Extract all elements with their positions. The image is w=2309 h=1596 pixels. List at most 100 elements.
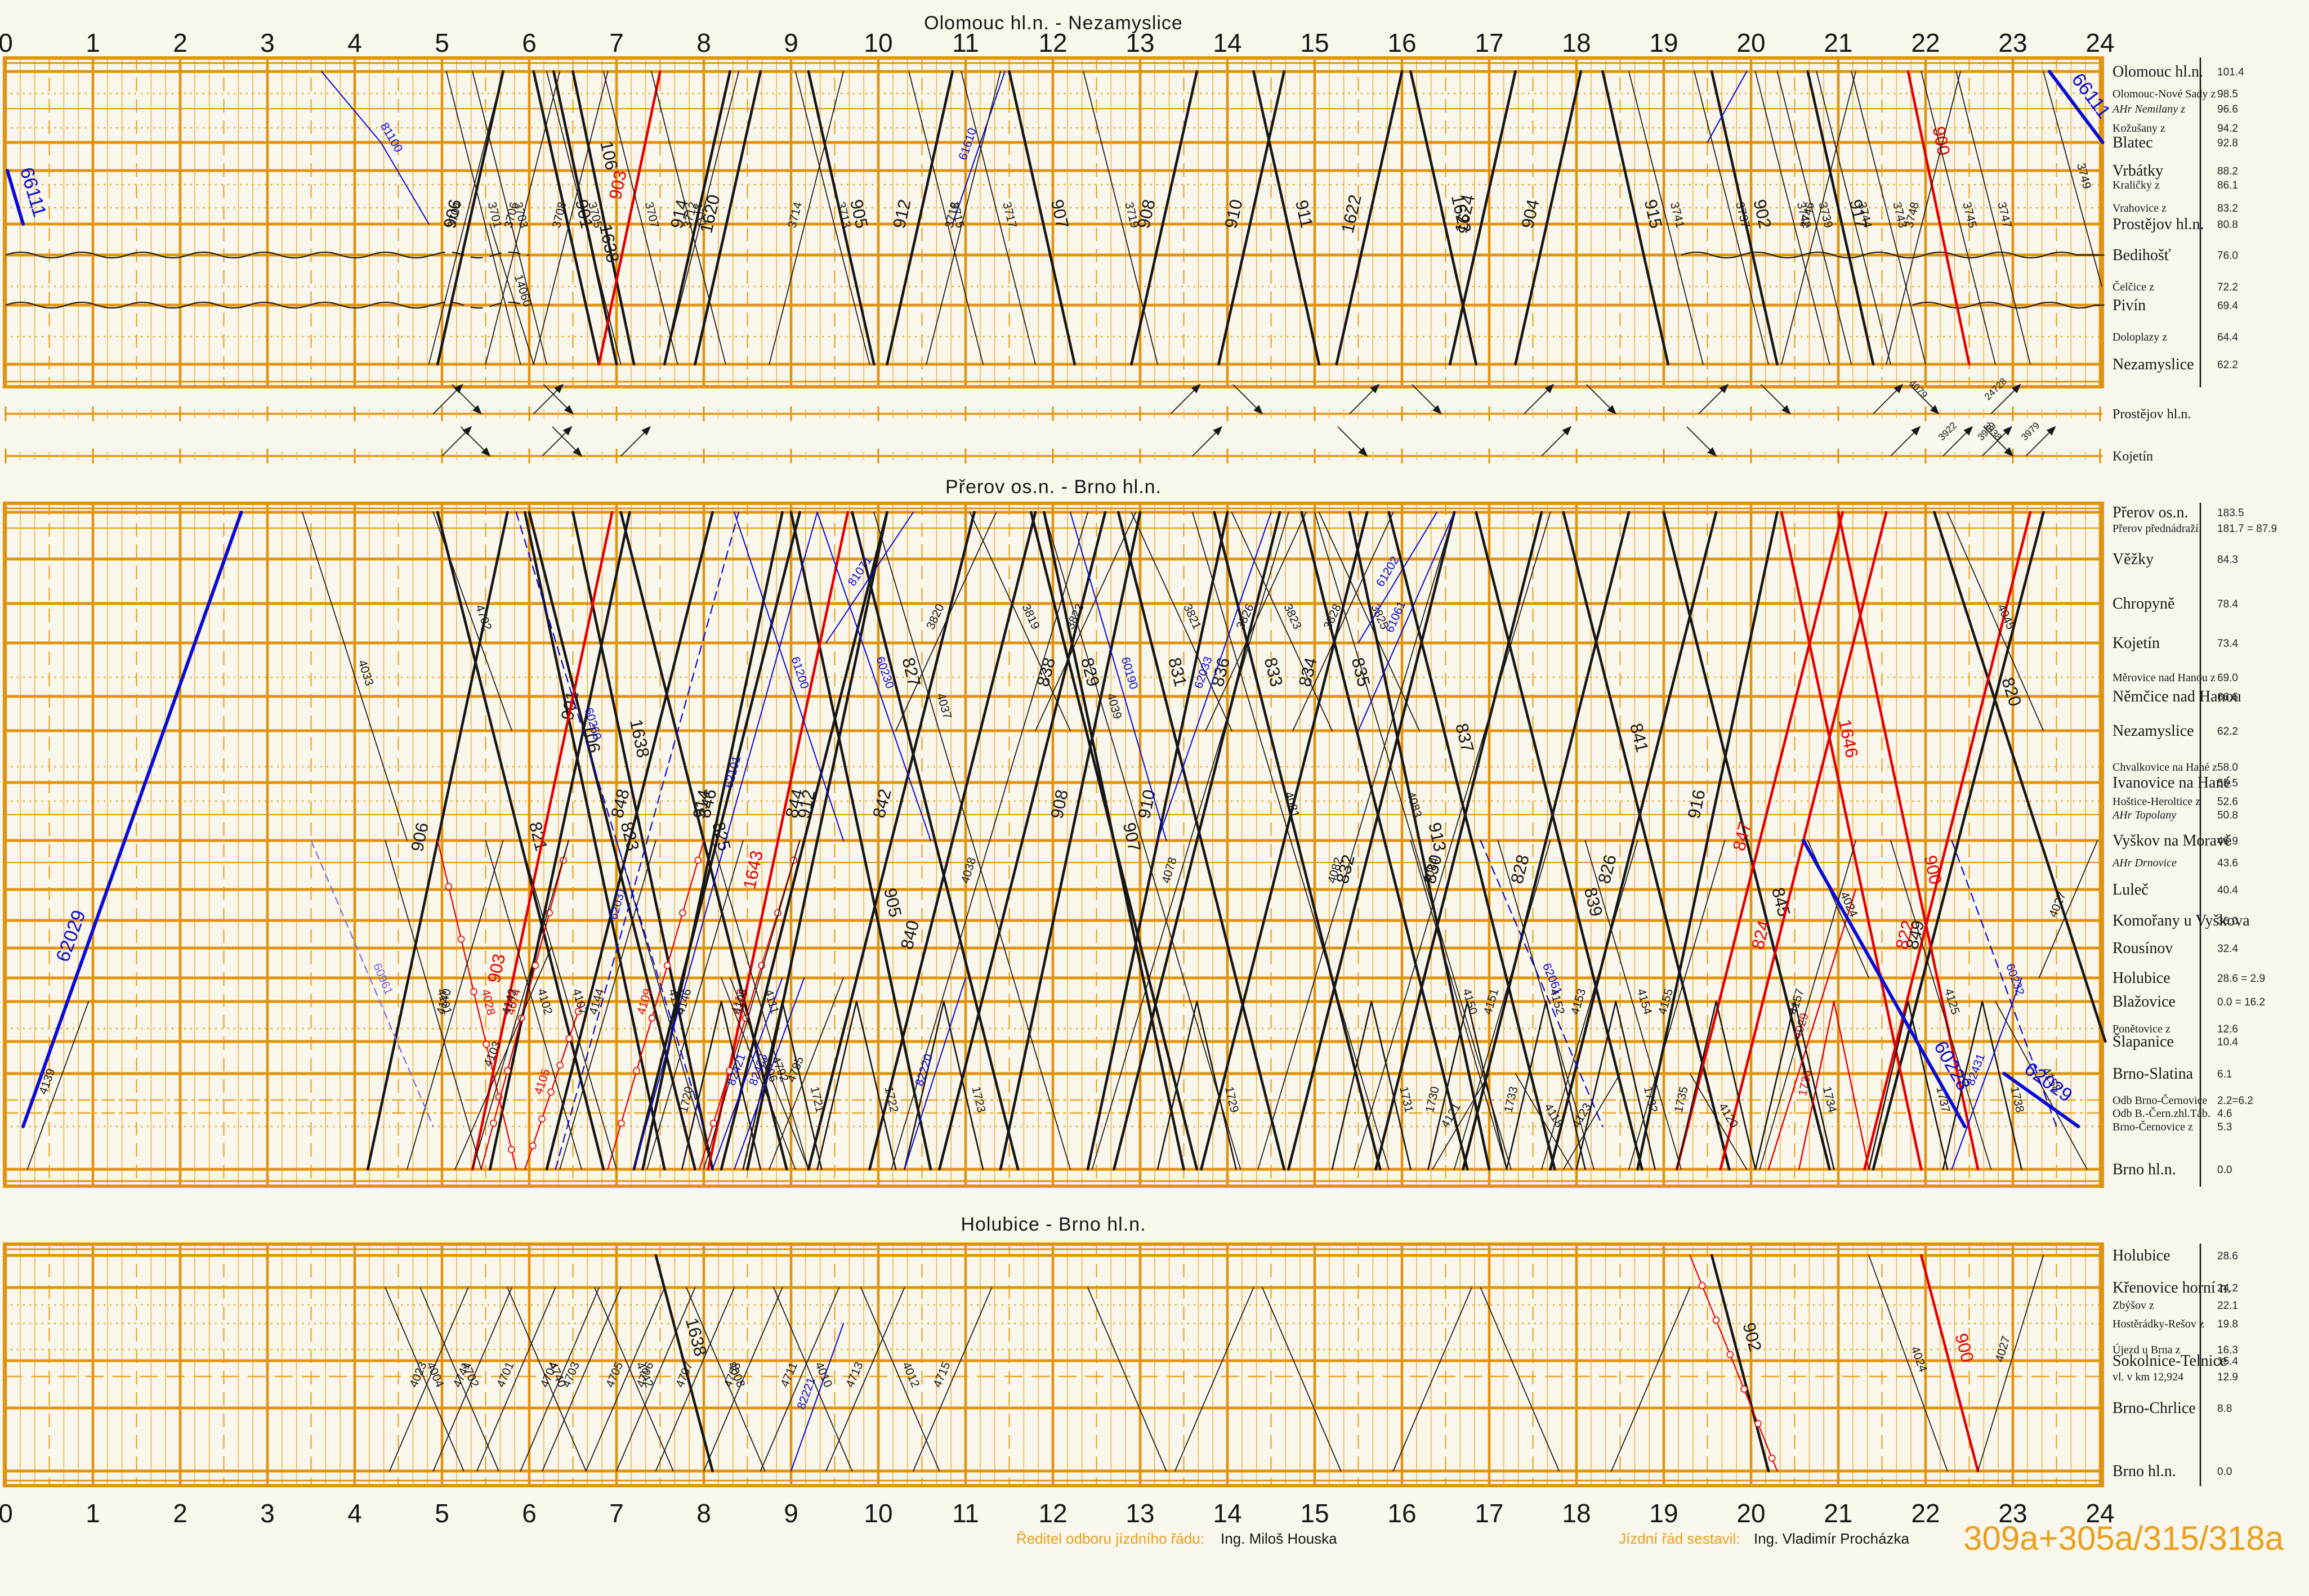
footer-compiler-name: Ing. Vladimír Procházka bbox=[1754, 1530, 1910, 1547]
train-path-3743 bbox=[1851, 71, 1926, 365]
shunt-train bbox=[542, 426, 573, 457]
shunt-train-number: 3922 bbox=[1936, 420, 1959, 442]
train-path-1722 bbox=[816, 1000, 897, 1170]
train-path bbox=[1087, 1287, 1167, 1472]
hour-label-bottom: 12 bbox=[1038, 1499, 1067, 1528]
train-path-1646 bbox=[1780, 511, 1923, 1171]
train-path-1736 bbox=[1798, 1000, 1870, 1170]
request-stop-circle bbox=[1768, 1454, 1776, 1462]
hour-label-top: 15 bbox=[1300, 28, 1329, 57]
train-path-3703 bbox=[472, 71, 547, 365]
train-path-82431 bbox=[1951, 977, 2022, 1170]
hour-label-bottom: 9 bbox=[784, 1499, 798, 1528]
shunt-train bbox=[1761, 384, 1791, 415]
hour-label-top: 4 bbox=[347, 28, 362, 57]
station-label: Měrovice nad Hanou z bbox=[2113, 672, 2216, 684]
station-label: Chropyně bbox=[2113, 595, 2174, 613]
train-path-4701 bbox=[476, 1287, 556, 1472]
train-path-4125 bbox=[1890, 840, 1992, 1170]
train-path-905 bbox=[789, 511, 932, 1171]
train-path-908 bbox=[999, 511, 1142, 1171]
station-label: Kraličky z bbox=[2113, 179, 2160, 191]
station-label: Nezamyslice bbox=[2113, 722, 2194, 740]
train-number-1723: 1723 bbox=[970, 1085, 988, 1114]
km-label: 46.9 bbox=[2217, 835, 2238, 847]
shunt-train bbox=[1192, 426, 1223, 457]
train-path-61061 bbox=[1357, 512, 1455, 731]
train-path-849 bbox=[1872, 511, 2045, 1171]
train-path-3739 bbox=[1776, 71, 1852, 365]
km-label: 69.4 bbox=[2217, 300, 2238, 312]
request-stop-circle bbox=[457, 935, 465, 943]
station-label: Doloplazy z bbox=[2113, 331, 2167, 343]
station-label: Kojetín bbox=[2113, 634, 2160, 652]
station-label: Ivanovice na Hané bbox=[2113, 774, 2231, 792]
hour-label-bottom: 22 bbox=[1911, 1499, 1940, 1528]
train-number-841: 841 bbox=[1626, 721, 1653, 754]
train-path-4108 bbox=[703, 840, 801, 1170]
train-path-3717 bbox=[961, 71, 1036, 365]
train-path-4146 bbox=[646, 840, 744, 1170]
train-number-1720: 1720 bbox=[677, 1085, 696, 1114]
single-line-label: Kojetín bbox=[2113, 449, 2153, 464]
train-path-4008 bbox=[686, 1287, 766, 1472]
hour-label-top: 8 bbox=[696, 28, 711, 57]
train-number-60190: 60190 bbox=[1119, 655, 1140, 691]
station-label: Blažovice bbox=[2113, 993, 2176, 1011]
train-path-4155 bbox=[1628, 840, 1726, 1170]
km-label: 12.9 bbox=[2217, 1371, 2238, 1383]
train-path-3704 bbox=[428, 71, 504, 365]
train-path-901 bbox=[488, 511, 631, 1171]
hour-label-top: 1 bbox=[86, 28, 100, 57]
hour-label-bottom: 1 bbox=[86, 1499, 100, 1528]
station-label: Holubice bbox=[2113, 969, 2170, 987]
request-stop-circle bbox=[1726, 1351, 1734, 1358]
train-path-3820 bbox=[895, 512, 997, 731]
train-path-826 bbox=[1549, 511, 1718, 1171]
train-path-1622 bbox=[1335, 70, 1404, 366]
train-number-837: 837 bbox=[1452, 721, 1478, 754]
km-label: 69.0 bbox=[2217, 672, 2238, 684]
request-stop-circle bbox=[1712, 1316, 1720, 1324]
train-path-3712 bbox=[664, 71, 739, 365]
km-label: 52.6 bbox=[2217, 796, 2238, 808]
km-label: 6.1 bbox=[2217, 1069, 2232, 1080]
train-path bbox=[1392, 1287, 1472, 1472]
hour-label-top: 16 bbox=[1387, 28, 1416, 57]
train-path-4109 bbox=[607, 839, 705, 1170]
request-stop-circle bbox=[679, 909, 686, 917]
train-path-3825 bbox=[1318, 512, 1420, 731]
train-path-3737 bbox=[1694, 71, 1769, 365]
train-number-1730: 1730 bbox=[1423, 1085, 1442, 1114]
train-number-3749: 3749 bbox=[2074, 162, 2093, 190]
train-path-1620 bbox=[694, 70, 762, 366]
shunt-train bbox=[620, 426, 651, 457]
station-label: Olomouc-Nové Sady z bbox=[2113, 88, 2216, 100]
km-label: 181.7 = 87.9 bbox=[2217, 523, 2277, 535]
request-stop-circle bbox=[1698, 1282, 1706, 1289]
request-stop-circle bbox=[618, 1119, 625, 1127]
train-path-4029 bbox=[1767, 888, 1857, 1170]
train-path-81071 bbox=[825, 512, 914, 643]
station-label: Hostěrádky-Rešov z bbox=[2113, 1318, 2204, 1330]
train-path-4107 bbox=[520, 840, 617, 1170]
train-number-828: 828 bbox=[1507, 853, 1533, 886]
train-number-4028: 4028 bbox=[479, 988, 497, 1017]
train-path-907 bbox=[1008, 70, 1077, 366]
train-number-66111: 66111 bbox=[2067, 69, 2115, 122]
train-path-3821 bbox=[1131, 512, 1232, 731]
km-label: 62.2 bbox=[2217, 726, 2238, 737]
train-number-106: 106 bbox=[596, 139, 622, 172]
train-path-4740 bbox=[507, 1287, 587, 1472]
train-path-844 bbox=[720, 511, 888, 1171]
station-label: Brno-Černovice z bbox=[2113, 1120, 2193, 1133]
km-label: 4.6 bbox=[2217, 1108, 2232, 1120]
km-label: 92.8 bbox=[2217, 137, 2238, 149]
hour-label-top: 19 bbox=[1649, 28, 1678, 57]
train-path-62029 bbox=[2002, 1072, 2080, 1128]
request-stop-circle bbox=[663, 962, 671, 969]
train-path-910 bbox=[1217, 70, 1286, 366]
train-path-106 bbox=[523, 511, 666, 1171]
hour-label-bottom: 3 bbox=[260, 1499, 275, 1528]
shunt-train-3969 bbox=[1982, 426, 2012, 457]
